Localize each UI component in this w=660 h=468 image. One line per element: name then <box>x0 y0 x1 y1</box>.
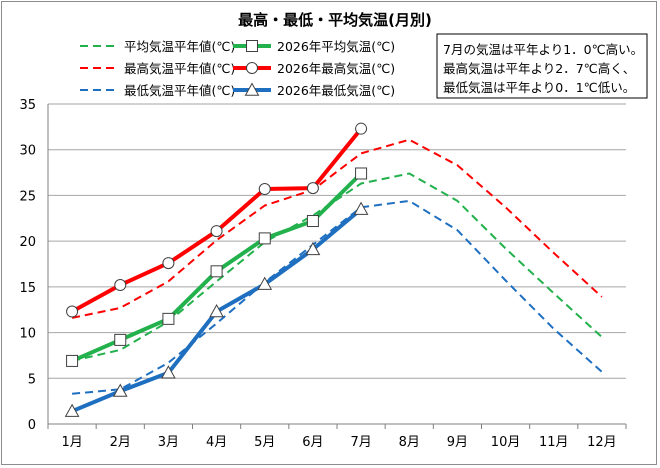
series-3-point <box>66 305 79 318</box>
annotation-line-3: 最低気温は平年より0．1℃低い。 <box>443 80 635 95</box>
y-tick-label: 25 <box>19 189 36 204</box>
series-3-point <box>162 257 175 270</box>
series-5-point <box>161 365 176 379</box>
y-tick-label: 30 <box>19 144 36 159</box>
series-3-point <box>246 62 258 74</box>
chart-title: 最高・最低・平均気温(月別) <box>238 11 432 29</box>
annotation-box: 7月の気温は平年より1．0℃高い。 最高気温は平年より2．7℃高く、 最低気温は… <box>436 33 648 99</box>
x-tick-label: 12月 <box>587 435 617 450</box>
series-5-point <box>257 276 273 290</box>
x-tick-label: 7月 <box>350 435 371 450</box>
x-tick-label: 4月 <box>206 435 227 450</box>
series-5-point <box>112 383 128 397</box>
series-5-point <box>305 241 321 256</box>
series-3-point <box>355 122 368 135</box>
series-1-point <box>246 40 258 52</box>
series-1-point <box>258 232 271 245</box>
legend-label-2: 最高気温平年値(℃) <box>124 61 235 76</box>
series-4-line <box>72 199 603 395</box>
grid <box>48 103 626 425</box>
x-tick-label: 3月 <box>158 435 179 450</box>
series-3-point <box>258 183 271 196</box>
series-group <box>64 122 603 417</box>
x-tick-label: 9月 <box>447 435 468 450</box>
y-tick-label: 35 <box>19 98 36 113</box>
legend-label-1: 2026年平均気温(℃) <box>277 39 395 54</box>
y-tick-label: 5 <box>28 372 36 387</box>
y-tick-label: 0 <box>28 418 36 433</box>
series-1-point <box>210 265 223 278</box>
annotation-line-2: 最高気温は平年より2．7℃高く、 <box>443 61 635 76</box>
legend-label-4: 最低気温平年値(℃) <box>124 83 235 98</box>
series-1-point <box>114 333 127 346</box>
series-5-point <box>209 304 224 318</box>
x-tick-label: 10月 <box>491 435 521 450</box>
y-tick-label: 15 <box>19 281 36 296</box>
x-tick-label: 1月 <box>61 435 82 450</box>
series-5-point <box>353 201 369 215</box>
series-1-point <box>66 354 79 367</box>
legend-label-5: 2026年最低気温(℃) <box>277 83 395 98</box>
x-tick-label: 2月 <box>110 435 131 450</box>
y-tick-label: 10 <box>19 327 36 342</box>
series-3-point <box>306 182 319 195</box>
series-5-point <box>64 403 80 417</box>
series-5-point <box>244 82 260 96</box>
annotation-line-1: 7月の気温は平年より1．0℃高い。 <box>443 42 643 57</box>
series-3-point <box>210 225 223 238</box>
x-tick-label: 5月 <box>254 435 275 450</box>
x-tick-label: 8月 <box>399 435 420 450</box>
series-1-point <box>355 167 368 180</box>
series-1-point <box>162 312 175 325</box>
x-tick-label: 6月 <box>302 435 323 450</box>
legend: 平均気温平年値(℃) 2026年平均気温(℃) 最高気温平年値(℃) 2026年最高気… <box>80 39 395 98</box>
y-tick-label: 20 <box>19 235 36 250</box>
series-3-point <box>114 279 127 292</box>
x-tick-label: 11月 <box>539 435 569 450</box>
legend-label-0: 平均気温平年値(℃) <box>124 39 235 54</box>
series-2-line <box>71 138 603 319</box>
series-1-point <box>306 215 319 228</box>
legend-label-3: 2026年最高気温(℃) <box>277 61 395 76</box>
annotation-border <box>436 33 648 99</box>
axes: 0 5 10 15 20 25 30 35 1月 2月 3月 4月 5月 6月 7月 8月 9月 10月 11月 12… <box>19 98 627 450</box>
